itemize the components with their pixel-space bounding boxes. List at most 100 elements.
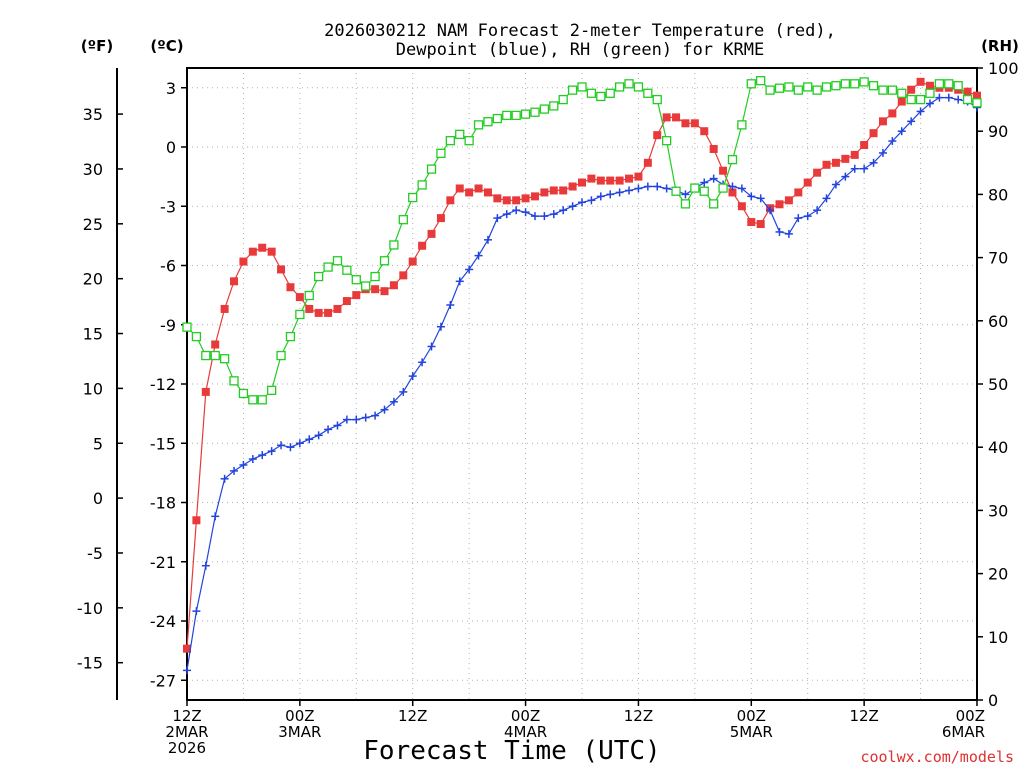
dewpoint-point — [483, 235, 492, 244]
rh-point — [511, 110, 521, 121]
dewpoint-point — [436, 322, 445, 331]
rh-point — [850, 79, 860, 89]
rh-point — [680, 199, 691, 209]
dewpoint-point — [831, 180, 840, 189]
celsius-tick-label: 3 — [166, 79, 176, 98]
rh-point — [878, 85, 888, 95]
rh-point — [323, 262, 333, 272]
dewpoint-point — [333, 421, 342, 430]
temperature-point — [578, 178, 586, 187]
temperature-point — [794, 188, 803, 197]
dewpoint-point — [954, 95, 963, 104]
celsius-tick-label: -21 — [150, 553, 176, 572]
series-relative-humidity — [182, 75, 982, 405]
rh-point — [699, 186, 709, 196]
dewpoint-point — [925, 99, 934, 108]
temperature-point — [888, 109, 897, 118]
fahrenheit-tick-label: 15 — [83, 325, 103, 344]
dewpoint-point — [897, 127, 906, 136]
rh-point — [633, 82, 644, 92]
temperature-point — [427, 229, 436, 238]
rh-point — [464, 136, 474, 146]
rh-tick-label: 20 — [988, 565, 1008, 584]
dewpoint-point — [427, 342, 436, 351]
fahrenheit-tick-label: 25 — [83, 215, 103, 234]
series-dewpoint — [183, 93, 981, 675]
dewpoint-point — [794, 214, 803, 223]
dewpoint-point — [747, 192, 756, 201]
rh-tick-label: 80 — [988, 185, 1008, 204]
temperature-point — [333, 304, 342, 313]
rh-point — [558, 94, 568, 105]
rh-point — [530, 107, 540, 117]
dewpoint-point — [352, 415, 361, 424]
temperature-point — [813, 168, 822, 177]
rh-point — [502, 110, 512, 121]
rh-point — [520, 109, 531, 119]
rh-point — [605, 88, 615, 98]
temperature-point — [483, 188, 492, 197]
temperature-point — [220, 304, 229, 313]
x-tick-label: 12Z — [624, 707, 653, 725]
temperature-point — [418, 241, 427, 250]
temperature-point — [784, 196, 793, 205]
dewpoint-point — [361, 413, 370, 422]
rh-point — [709, 199, 719, 209]
dewpoint-point — [850, 164, 859, 173]
x-tick-label: 4MAR — [504, 723, 547, 741]
dewpoint-point — [634, 184, 643, 193]
rh-tick-label: 40 — [988, 438, 1008, 457]
chart-title-line1: 2026030212 NAM Forecast 2-meter Temperat… — [324, 21, 836, 41]
rh-point — [229, 376, 239, 386]
temperature-point — [728, 188, 737, 197]
rh-point — [436, 148, 446, 158]
rh-point — [906, 94, 916, 105]
temperature-point — [465, 188, 474, 197]
rh-point — [756, 75, 766, 86]
dewpoint-point — [813, 206, 822, 215]
fahrenheit-tick-label: 0 — [93, 489, 103, 508]
temperature-point — [775, 200, 784, 209]
dewpoint-point — [643, 182, 652, 191]
dewpoint-point — [559, 206, 568, 215]
rh-point — [831, 81, 841, 91]
dewpoint-point — [568, 202, 577, 211]
dewpoint-point — [211, 512, 220, 521]
dewpoint-point — [220, 474, 229, 483]
temperature-point — [747, 218, 756, 227]
dewpoint-point — [860, 164, 869, 173]
x-tick-label: 12Z — [398, 707, 427, 725]
temperature-point — [371, 285, 380, 294]
rh-point — [191, 331, 202, 342]
dewpoint-point — [549, 210, 558, 219]
dewpoint-point — [878, 148, 887, 157]
dewpoint-point — [596, 192, 605, 201]
dewpoint-point — [183, 666, 191, 675]
rh-point — [210, 350, 220, 361]
temperature-point — [267, 247, 276, 256]
rh-point — [342, 265, 352, 275]
rh-point — [304, 290, 314, 301]
rh-point — [887, 85, 898, 95]
celsius-tick-label: -24 — [150, 612, 176, 631]
rh-point — [972, 98, 982, 108]
rh-point — [614, 82, 625, 92]
celsius-tick-label: -6 — [160, 257, 176, 276]
dewpoint-point — [615, 188, 624, 197]
temperature-point — [192, 516, 201, 525]
x-tick-label: 3MAR — [278, 723, 321, 741]
dewpoint-point — [248, 455, 257, 464]
dewpoint-point — [681, 190, 690, 199]
rh-tick-label: 50 — [988, 375, 1008, 394]
rh-point — [746, 79, 756, 89]
rh-point — [727, 154, 738, 165]
x-tick-label: 00Z — [511, 707, 540, 725]
rh-point — [370, 271, 380, 282]
rh-point — [492, 113, 503, 124]
x-tick-label: 2026 — [168, 739, 206, 757]
dewpoint-point — [916, 107, 925, 116]
temperature-point — [822, 160, 831, 169]
temperature-point — [869, 129, 878, 138]
rh-point — [737, 120, 747, 130]
dewpoint-point — [709, 174, 718, 183]
